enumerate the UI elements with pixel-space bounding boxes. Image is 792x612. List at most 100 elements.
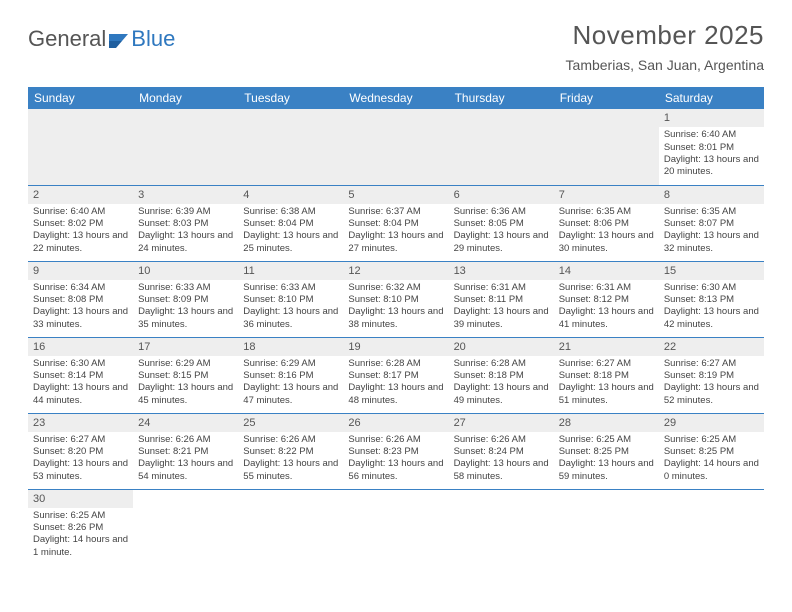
day-details: Sunrise: 6:28 AMSunset: 8:17 PMDaylight:… [348, 358, 443, 407]
month-title: November 2025 [566, 20, 764, 51]
day-header: Monday [133, 87, 238, 109]
location-subtitle: Tamberias, San Juan, Argentina [566, 57, 764, 73]
calendar-empty [554, 489, 659, 565]
day-number: 17 [133, 338, 238, 356]
calendar-week: 1Sunrise: 6:40 AMSunset: 8:01 PMDaylight… [28, 109, 764, 185]
day-header: Sunday [28, 87, 133, 109]
calendar-week: 16 Sunrise: 6:30 AMSunset: 8:14 PMDayligh… [28, 337, 764, 413]
day-header: Thursday [449, 87, 554, 109]
calendar-empty [133, 109, 238, 185]
day-details: Sunrise: 6:25 AMSunset: 8:25 PMDaylight:… [559, 434, 654, 483]
day-number: 8 [659, 186, 764, 204]
logo-text-gray: General [28, 26, 106, 52]
day-number: 28 [554, 414, 659, 432]
title-block: November 2025 Tamberias, San Juan, Argen… [566, 20, 764, 73]
day-number: 10 [133, 262, 238, 280]
day-details: Sunrise: 6:33 AMSunset: 8:09 PMDaylight:… [138, 282, 233, 331]
day-header-row: SundayMondayTuesdayWednesdayThursdayFrid… [28, 87, 764, 109]
calendar-day: 2Sunrise: 6:40 AMSunset: 8:02 PMDaylight… [28, 185, 133, 261]
day-header: Wednesday [343, 87, 448, 109]
calendar-day: 3Sunrise: 6:39 AMSunset: 8:03 PMDaylight… [133, 185, 238, 261]
day-number: 6 [449, 186, 554, 204]
day-details: Sunrise: 6:27 AMSunset: 8:18 PMDaylight:… [559, 358, 654, 407]
day-details: Sunrise: 6:40 AMSunset: 8:01 PMDaylight:… [664, 129, 759, 178]
day-number: 18 [238, 338, 343, 356]
calendar-day: 23 Sunrise: 6:27 AMSunset: 8:20 PMDayligh… [28, 413, 133, 489]
day-number: 9 [28, 262, 133, 280]
day-details: Sunrise: 6:25 AMSunset: 8:25 PMDaylight:… [664, 434, 759, 483]
calendar-day: 7 Sunrise: 6:35 AMSunset: 8:06 PMDaylight… [554, 185, 659, 261]
calendar-empty [659, 489, 764, 565]
calendar-day: 27 Sunrise: 6:26 AMSunset: 8:24 PMDayligh… [449, 413, 554, 489]
calendar-day: 11 Sunrise: 6:33 AMSunset: 8:10 PMDayligh… [238, 261, 343, 337]
day-details: Sunrise: 6:25 AMSunset: 8:26 PMDaylight:… [33, 510, 128, 559]
day-details: Sunrise: 6:26 AMSunset: 8:24 PMDaylight:… [454, 434, 549, 483]
calendar-empty [238, 109, 343, 185]
day-details: Sunrise: 6:33 AMSunset: 8:10 PMDaylight:… [243, 282, 338, 331]
day-number: 26 [343, 414, 448, 432]
calendar-week: 30 Sunrise: 6:25 AMSunset: 8:26 PMDayligh… [28, 489, 764, 565]
day-number: 4 [238, 186, 343, 204]
calendar-day: 13 Sunrise: 6:31 AMSunset: 8:11 PMDayligh… [449, 261, 554, 337]
day-details: Sunrise: 6:31 AMSunset: 8:11 PMDaylight:… [454, 282, 549, 331]
day-details: Sunrise: 6:35 AMSunset: 8:07 PMDaylight:… [664, 206, 759, 255]
day-details: Sunrise: 6:29 AMSunset: 8:16 PMDaylight:… [243, 358, 338, 407]
day-number: 29 [659, 414, 764, 432]
day-details: Sunrise: 6:26 AMSunset: 8:22 PMDaylight:… [243, 434, 338, 483]
day-number: 13 [449, 262, 554, 280]
day-number: 16 [28, 338, 133, 356]
calendar-empty [238, 489, 343, 565]
day-details: Sunrise: 6:28 AMSunset: 8:18 PMDaylight:… [454, 358, 549, 407]
day-details: Sunrise: 6:34 AMSunset: 8:08 PMDaylight:… [33, 282, 128, 331]
calendar-day: 21Sunrise: 6:27 AMSunset: 8:18 PMDayligh… [554, 337, 659, 413]
calendar-day: 28 Sunrise: 6:25 AMSunset: 8:25 PMDayligh… [554, 413, 659, 489]
calendar-day: 24Sunrise: 6:26 AMSunset: 8:21 PMDayligh… [133, 413, 238, 489]
day-details: Sunrise: 6:30 AMSunset: 8:14 PMDaylight:… [33, 358, 128, 407]
calendar-day: 30 Sunrise: 6:25 AMSunset: 8:26 PMDayligh… [28, 489, 133, 565]
calendar-day: 8 Sunrise: 6:35 AMSunset: 8:07 PMDaylight… [659, 185, 764, 261]
calendar-day: 9 Sunrise: 6:34 AMSunset: 8:08 PMDaylight… [28, 261, 133, 337]
day-number: 5 [343, 186, 448, 204]
day-details: Sunrise: 6:27 AMSunset: 8:19 PMDaylight:… [664, 358, 759, 407]
day-number: 3 [133, 186, 238, 204]
day-number: 15 [659, 262, 764, 280]
calendar-empty [449, 109, 554, 185]
day-number: 20 [449, 338, 554, 356]
day-number: 7 [554, 186, 659, 204]
day-details: Sunrise: 6:29 AMSunset: 8:15 PMDaylight:… [138, 358, 233, 407]
calendar-empty [343, 489, 448, 565]
day-details: Sunrise: 6:40 AMSunset: 8:02 PMDaylight:… [33, 206, 128, 255]
calendar-empty [28, 109, 133, 185]
calendar-body: 1Sunrise: 6:40 AMSunset: 8:01 PMDaylight… [28, 109, 764, 565]
calendar-day: 26 Sunrise: 6:26 AMSunset: 8:23 PMDayligh… [343, 413, 448, 489]
day-details: Sunrise: 6:27 AMSunset: 8:20 PMDaylight:… [33, 434, 128, 483]
day-number: 24 [133, 414, 238, 432]
day-number: 12 [343, 262, 448, 280]
day-details: Sunrise: 6:31 AMSunset: 8:12 PMDaylight:… [559, 282, 654, 331]
calendar-day: 1Sunrise: 6:40 AMSunset: 8:01 PMDaylight… [659, 109, 764, 185]
day-details: Sunrise: 6:35 AMSunset: 8:06 PMDaylight:… [559, 206, 654, 255]
calendar-day: 10 Sunrise: 6:33 AMSunset: 8:09 PMDayligh… [133, 261, 238, 337]
day-details: Sunrise: 6:26 AMSunset: 8:23 PMDaylight:… [348, 434, 443, 483]
calendar-day: 4 Sunrise: 6:38 AMSunset: 8:04 PMDaylight… [238, 185, 343, 261]
day-header: Tuesday [238, 87, 343, 109]
calendar-day: 15Sunrise: 6:30 AMSunset: 8:13 PMDayligh… [659, 261, 764, 337]
flag-icon [108, 30, 130, 48]
day-number: 19 [343, 338, 448, 356]
day-details: Sunrise: 6:37 AMSunset: 8:04 PMDaylight:… [348, 206, 443, 255]
page-header: General Blue November 2025 Tamberias, Sa… [28, 20, 764, 73]
day-number: 30 [28, 490, 133, 508]
calendar-day: 5 Sunrise: 6:37 AMSunset: 8:04 PMDaylight… [343, 185, 448, 261]
day-header: Saturday [659, 87, 764, 109]
day-details: Sunrise: 6:38 AMSunset: 8:04 PMDaylight:… [243, 206, 338, 255]
day-number: 23 [28, 414, 133, 432]
calendar-empty [449, 489, 554, 565]
calendar-week: 23 Sunrise: 6:27 AMSunset: 8:20 PMDayligh… [28, 413, 764, 489]
day-number: 25 [238, 414, 343, 432]
calendar-day: 17 Sunrise: 6:29 AMSunset: 8:15 PMDayligh… [133, 337, 238, 413]
day-number: 11 [238, 262, 343, 280]
calendar-day: 20 Sunrise: 6:28 AMSunset: 8:18 PMDayligh… [449, 337, 554, 413]
calendar-day: 25 Sunrise: 6:26 AMSunset: 8:22 PMDayligh… [238, 413, 343, 489]
day-number: 27 [449, 414, 554, 432]
day-header: Friday [554, 87, 659, 109]
